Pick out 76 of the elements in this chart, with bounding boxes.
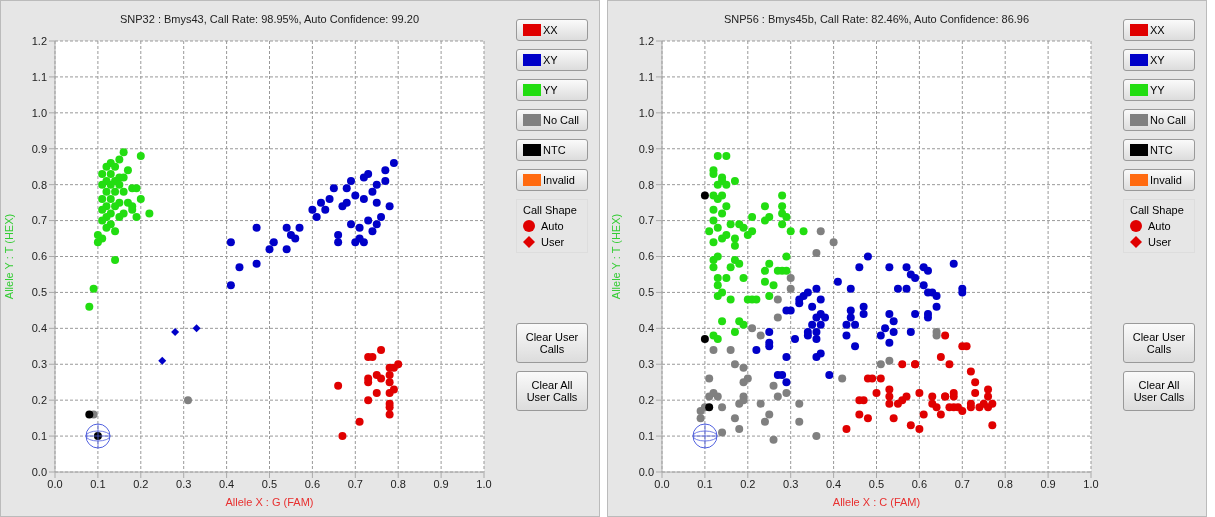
y-tick-label: 1.0 <box>31 106 47 119</box>
x-tick-label: 0.0 <box>654 477 670 490</box>
y-tick-label: 0.9 <box>638 142 654 155</box>
x-tick-label: 0.5 <box>868 477 885 490</box>
text: User <box>1148 236 1172 248</box>
text: Clear All User Calls <box>1123 371 1195 411</box>
y-tick-label: 1.1 <box>31 70 47 83</box>
y-tick-label: 0.0 <box>638 465 654 478</box>
text: Auto <box>1148 220 1171 232</box>
x-tick-label: 0.1 <box>697 477 713 490</box>
legend-label: XX <box>1150 24 1165 36</box>
y-tick-label: 0.1 <box>638 429 654 442</box>
x-tick-label: 0.5 <box>261 477 278 490</box>
x-tick-label: 0.6 <box>911 477 928 490</box>
chart-title: SNP56 : Bmys45b, Call Rate: 82.46%, Auto Confidence: 86.96 <box>722 13 1031 25</box>
y-tick-label: 0.0 <box>31 465 47 478</box>
x-tick-label: 0.9 <box>1040 477 1056 490</box>
y-tick-label: 0.3 <box>638 358 654 371</box>
legend-label: YY <box>543 84 558 96</box>
text: Clear User Calls <box>516 323 588 363</box>
legend-label: No Call <box>1150 114 1187 126</box>
x-tick-label: 0.8 <box>997 477 1013 490</box>
x-tick-label: 0.3 <box>176 477 192 490</box>
y-tick-label: 0.4 <box>638 322 654 335</box>
x-axis-title: Allele X : G (FAM) <box>225 496 314 508</box>
y-tick-label: 0.8 <box>638 178 654 191</box>
legend-label: XY <box>543 54 558 66</box>
x-tick-label: 0.2 <box>740 477 756 490</box>
text: Clear All User Calls <box>516 371 588 411</box>
y-tick-label: 0.3 <box>31 358 47 371</box>
text: Call Shape <box>1130 204 1185 216</box>
x-tick-label: 0.1 <box>90 477 106 490</box>
legend-label: Invalid <box>1150 174 1182 186</box>
x-tick-label: 0.4 <box>825 477 842 490</box>
x-tick-label: 1.0 <box>476 477 492 490</box>
legend-label: NTC <box>1150 144 1173 156</box>
text: User <box>541 236 565 248</box>
x-tick-label: 0.8 <box>390 477 406 490</box>
x-tick-label: 0.9 <box>433 477 449 490</box>
x-tick-label: 0.2 <box>133 477 149 490</box>
y-tick-label: 0.8 <box>31 178 47 191</box>
y-tick-label: 0.6 <box>638 250 654 263</box>
x-axis-title: Allele X : C (FAM) <box>832 496 921 508</box>
legend-label: Invalid <box>543 174 575 186</box>
x-tick-label: 0.6 <box>304 477 321 490</box>
y-tick-label: 0.7 <box>31 214 47 227</box>
y-tick-label: 1.1 <box>638 70 654 83</box>
y-tick-label: 0.9 <box>31 142 47 155</box>
text: Auto <box>541 220 564 232</box>
y-tick-label: 1.2 <box>638 34 654 47</box>
y-axis-title: Allele Y : T (HEX) <box>2 213 15 300</box>
y-tick-label: 0.5 <box>638 286 654 299</box>
legend-label: No Call <box>543 114 580 126</box>
chart-title: SNP32 : Bmys43, Call Rate: 98.95%, Auto Confidence: 99.20 <box>119 13 420 25</box>
y-tick-label: 0.2 <box>638 394 654 407</box>
y-tick-label: 0.7 <box>638 214 654 227</box>
x-tick-label: 1.0 <box>1083 477 1099 490</box>
y-tick-label: 1.0 <box>638 106 654 119</box>
legend-label: XX <box>543 24 558 36</box>
y-tick-label: 1.2 <box>31 34 47 47</box>
y-tick-label: 0.1 <box>31 429 47 442</box>
y-tick-label: 0.4 <box>31 322 47 335</box>
x-tick-label: 0.0 <box>47 477 63 490</box>
y-tick-label: 0.5 <box>31 286 47 299</box>
x-tick-label: 0.7 <box>347 477 363 490</box>
text: Clear User Calls <box>1123 323 1195 363</box>
x-tick-label: 0.4 <box>218 477 235 490</box>
x-tick-label: 0.3 <box>783 477 799 490</box>
legend-label: XY <box>1150 54 1165 66</box>
legend-label: NTC <box>543 144 566 156</box>
y-axis-title: Allele Y : T (HEX) <box>609 213 622 300</box>
x-tick-label: 0.7 <box>954 477 970 490</box>
y-tick-label: 0.6 <box>31 250 47 263</box>
text: Call Shape <box>523 204 578 216</box>
legend-label: YY <box>1150 84 1165 96</box>
y-tick-label: 0.2 <box>31 394 47 407</box>
